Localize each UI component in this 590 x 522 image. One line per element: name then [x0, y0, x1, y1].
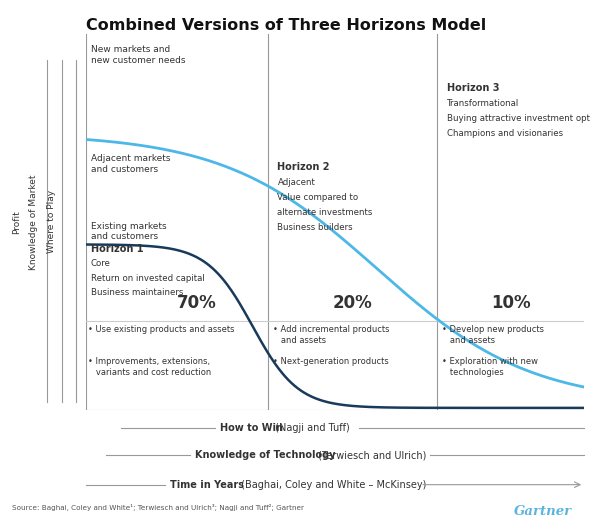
- Text: How to Win: How to Win: [220, 423, 283, 433]
- Text: Knowledge of Technology: Knowledge of Technology: [195, 450, 336, 460]
- Text: Horizon 3: Horizon 3: [447, 83, 500, 93]
- Text: (Terwiesch and Ulrich): (Terwiesch and Ulrich): [314, 450, 426, 460]
- Text: (Baghai, Coley and White – McKinsey): (Baghai, Coley and White – McKinsey): [238, 480, 426, 490]
- Text: Existing markets
and customers: Existing markets and customers: [90, 222, 166, 241]
- Text: Core: Core: [90, 259, 110, 268]
- Text: Adjacent: Adjacent: [277, 177, 316, 186]
- Text: 20%: 20%: [332, 294, 372, 312]
- Text: New markets and
new customer needs: New markets and new customer needs: [90, 45, 185, 65]
- Text: Return on invested capital: Return on invested capital: [90, 274, 204, 283]
- Text: Horizon 1: Horizon 1: [90, 244, 143, 254]
- Text: alternate investments: alternate investments: [277, 208, 373, 217]
- Text: Value compared to: Value compared to: [277, 193, 359, 201]
- Text: Profit: Profit: [12, 210, 22, 234]
- Text: • Next-generation products: • Next-generation products: [273, 357, 388, 366]
- Text: • Use existing products and assets: • Use existing products and assets: [88, 325, 235, 334]
- Text: Business builders: Business builders: [277, 222, 353, 232]
- Text: Champions and visionaries: Champions and visionaries: [447, 128, 563, 138]
- Text: Source: Baghai, Coley and White¹; Terwiesch and Ulrich³; Nagji and Tuff²; Gartne: Source: Baghai, Coley and White¹; Terwie…: [12, 504, 304, 511]
- Text: • Improvements, extensions,
   variants and cost reduction: • Improvements, extensions, variants and…: [88, 357, 211, 376]
- Text: • Add incremental products
   and assets: • Add incremental products and assets: [273, 325, 389, 345]
- Text: (Nagji and Tuff): (Nagji and Tuff): [272, 423, 350, 433]
- Text: Gartner: Gartner: [514, 505, 572, 517]
- Text: Horizon 2: Horizon 2: [277, 162, 330, 172]
- Text: Where to Play: Where to Play: [47, 191, 56, 253]
- Text: Buying attractive investment options: Buying attractive investment options: [447, 114, 590, 123]
- Text: Combined Versions of Three Horizons Model: Combined Versions of Three Horizons Mode…: [86, 18, 486, 33]
- Text: Time in Years: Time in Years: [170, 480, 244, 490]
- Text: Knowledge of Market: Knowledge of Market: [30, 174, 38, 269]
- Text: 10%: 10%: [491, 294, 530, 312]
- Text: • Exploration with new
   technologies: • Exploration with new technologies: [442, 357, 538, 376]
- Text: Business maintainers: Business maintainers: [90, 288, 183, 297]
- Text: 70%: 70%: [176, 294, 217, 312]
- Text: Transformational: Transformational: [447, 99, 519, 108]
- Text: Adjacent markets
and customers: Adjacent markets and customers: [90, 154, 170, 174]
- Text: • Develop new products
   and assets: • Develop new products and assets: [442, 325, 544, 345]
